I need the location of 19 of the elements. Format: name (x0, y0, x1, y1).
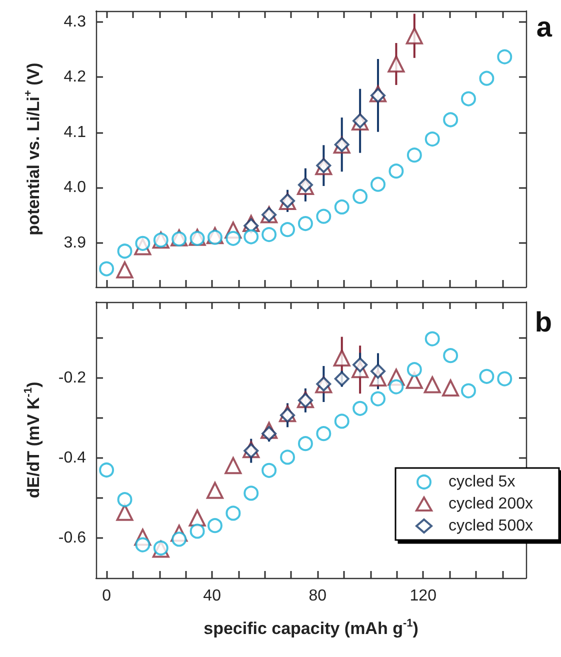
y-tick-label: 4.1 (64, 124, 86, 141)
chart-title: a (536, 12, 552, 42)
y-tick-label: -0.6 (58, 530, 86, 546)
x-tick-label: 0 (102, 588, 112, 604)
y-tick-label: 3.9 (64, 234, 86, 252)
y-tick-label: -0.4 (58, 450, 86, 466)
legend-label: cycled 5x (448, 474, 516, 490)
y-axis-title: dE/dT (mV K-1) (22, 382, 43, 498)
chart-title: b (534, 306, 552, 338)
y-tick-label: -0.2 (58, 370, 86, 386)
x-tick-label: 80 (308, 588, 327, 604)
y-axis-title: potential vs. Li/Li+ (V) (22, 62, 43, 236)
x-tick-label: 40 (203, 588, 222, 604)
legend-label: cycled 200x (448, 496, 534, 512)
y-tick-label: 4.2 (64, 68, 86, 86)
y-tick-label: 4.3 (64, 14, 86, 31)
y-tick-label: 4.0 (64, 179, 86, 196)
legend-label: cycled 500x (448, 518, 534, 534)
x-tick-label: 120 (410, 588, 437, 604)
